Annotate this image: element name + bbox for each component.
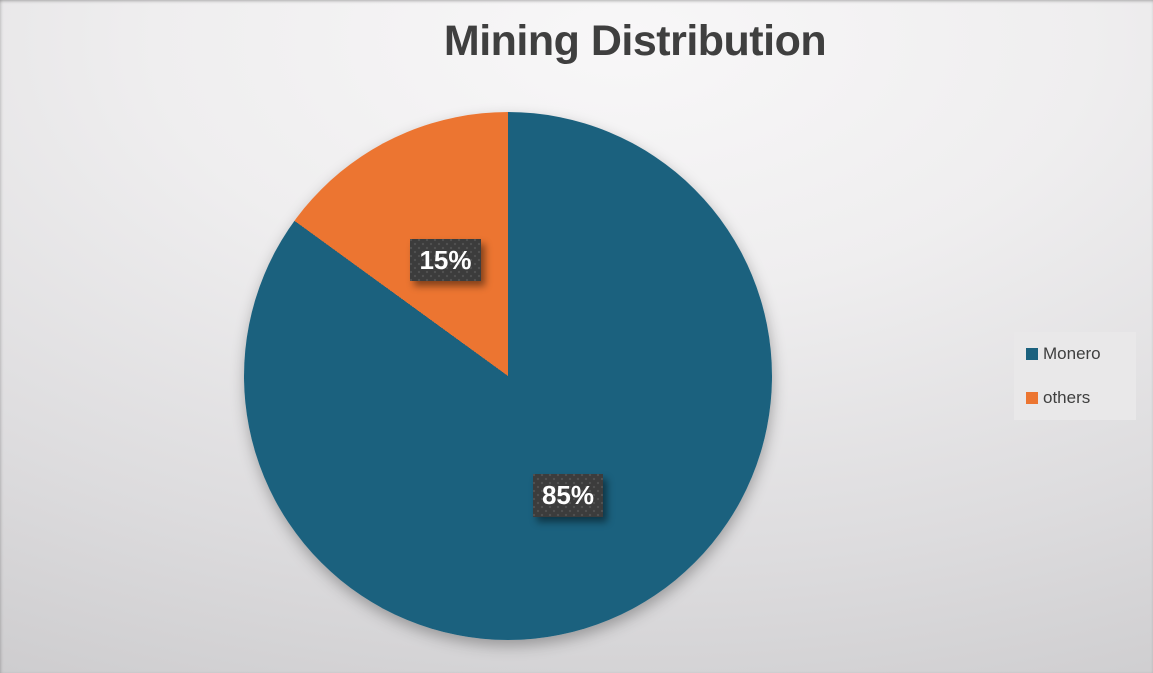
legend-label-monero: Monero <box>1043 344 1101 363</box>
data-label-monero: 85% <box>533 474 603 517</box>
legend-marker-others <box>1026 392 1038 404</box>
legend-item-others: others <box>1026 376 1136 420</box>
legend: Monero others <box>1014 332 1136 420</box>
data-label-others: 15% <box>410 239 481 281</box>
pie-chart <box>244 112 772 640</box>
legend-marker-monero <box>1026 348 1038 360</box>
legend-item-monero: Monero <box>1026 332 1136 376</box>
legend-label-others: others <box>1043 388 1091 407</box>
chart-title: Mining Distribution <box>443 17 827 65</box>
